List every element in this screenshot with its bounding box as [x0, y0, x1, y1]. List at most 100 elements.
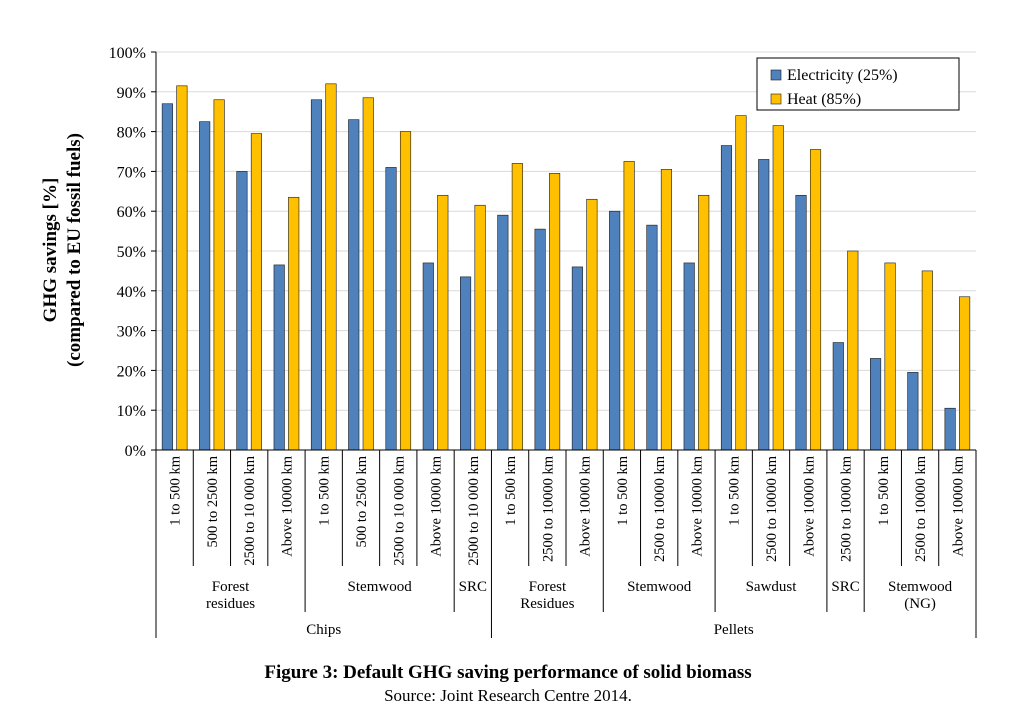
- x-tick-label: 500 to 2500 km: [354, 455, 370, 547]
- x-tick-label: 1 to 500 km: [168, 455, 184, 525]
- bar-electricity: [348, 119, 360, 451]
- bar-electricity: [460, 276, 472, 451]
- legend-swatch-heat: [770, 93, 782, 105]
- x-tick-label: 1 to 500 km: [615, 455, 631, 525]
- subgroup-label-line: (NG): [904, 596, 936, 612]
- x-tick-label: Above 10000 km: [801, 455, 817, 556]
- bar-heat: [213, 99, 225, 451]
- subgroup-label-line: Stemwood: [627, 579, 692, 595]
- bar-electricity: [832, 342, 844, 451]
- legend-label-electricity: Electricity (25%): [787, 67, 898, 84]
- bar-electricity: [385, 167, 397, 451]
- figure-source: Source: Joint Research Centre 2014.: [384, 686, 632, 705]
- group-labels: Chips Pellets: [306, 622, 754, 638]
- bar-electricity: [534, 228, 546, 451]
- bar-electricity: [310, 99, 323, 451]
- bar-heat: [847, 250, 859, 451]
- x-tick-label: 500 to 2500 km: [205, 455, 221, 547]
- y-tick-label: 80%: [117, 125, 146, 142]
- bar-electricity: [907, 372, 919, 451]
- legend-swatch-electricity: [770, 69, 782, 81]
- x-tick-label: Above 10000 km: [429, 455, 445, 556]
- bar-heat: [399, 131, 412, 451]
- x-tick-label: 2500 to 10 000 km: [466, 455, 482, 565]
- bar-heat: [325, 83, 337, 451]
- subgroup-label-line: Stemwood: [888, 579, 953, 595]
- y-tick-labels: 0% 10% 20% 30% 40% 50% 60% 70% 80% 90% 100%: [109, 45, 146, 460]
- subgroup-label-line: Stemwood: [348, 579, 413, 595]
- bar-heat: [884, 262, 896, 451]
- subgroup-label: SRC: [459, 579, 487, 595]
- bar-electricity: [646, 224, 658, 451]
- subgroup-label-line: Sawdust: [746, 579, 798, 595]
- bar-heat: [362, 97, 374, 451]
- x-tick-label: Above 10000 km: [578, 455, 594, 556]
- bar-heat: [698, 194, 710, 451]
- y-axis-label-line1: GHG savings [%]: [40, 178, 61, 323]
- subgroup-label: Stemwood: [348, 579, 413, 595]
- subgroup-label: Forest residues: [206, 579, 255, 612]
- x-tick-label: 1 to 500 km: [317, 455, 333, 525]
- bar-electricity: [758, 159, 770, 451]
- subgroup-label: Forest Residues: [520, 579, 574, 612]
- bar-electricity: [795, 194, 807, 451]
- bar-electricity: [273, 264, 285, 451]
- bar-heat: [437, 194, 449, 451]
- bar-heat: [921, 270, 933, 451]
- x-tick-labels: 1 to 500 km 500 to 2500 km 2500 to 10 000 …: [168, 455, 967, 565]
- bar-electricity: [497, 214, 509, 451]
- bar-heat: [549, 173, 561, 451]
- y-axis-label-line2: (compared to EU fossil fuels): [64, 133, 85, 367]
- bar-electricity: [683, 262, 695, 451]
- x-tick-label: Above 10000 km: [279, 455, 295, 556]
- x-tick-label: Above 10000 km: [689, 455, 705, 556]
- group-label: Pellets: [714, 622, 754, 638]
- x-tick-label: 2500 to 10 000 km: [391, 455, 407, 565]
- subgroup-label-line: SRC: [459, 579, 487, 595]
- bar-heat: [586, 198, 598, 451]
- subgroup-label: SRC: [831, 579, 859, 595]
- x-tick-label: Above 10000 km: [950, 455, 966, 556]
- x-tick-label: 2500 to 10000 km: [913, 455, 929, 562]
- x-tick-label: 2500 to 10000 km: [540, 455, 556, 562]
- y-tick-label: 30%: [117, 324, 146, 341]
- y-tick-label: 60%: [117, 204, 146, 221]
- subgroup-label-line: Forest: [529, 579, 567, 595]
- bar-electricity: [944, 407, 956, 451]
- bar-electricity: [720, 145, 733, 451]
- subgroup-label: Stemwood: [627, 579, 692, 595]
- bar-electricity: [609, 210, 621, 451]
- x-tick-label: 1 to 500 km: [727, 455, 743, 525]
- subgroup-label-line: Forest: [212, 579, 250, 595]
- bar-heat: [623, 161, 635, 451]
- y-tick-label: 10%: [117, 403, 146, 420]
- subgroup-label-line: SRC: [831, 579, 859, 595]
- x-tick-label: 2500 to 10000 km: [764, 455, 780, 562]
- y-tick-label: 20%: [117, 363, 146, 380]
- subgroup-label-line: Residues: [520, 596, 574, 612]
- bar-electricity: [422, 262, 434, 451]
- x-tick-label: 2500 to 10 000 km: [242, 455, 258, 565]
- bar-heat: [735, 115, 747, 451]
- subgroup-label: Sawdust: [746, 579, 798, 595]
- subgroup-label-line: residues: [206, 596, 255, 612]
- x-tick-label: 2500 to 10000 km: [839, 455, 855, 562]
- bars: [161, 83, 971, 451]
- bar-heat: [288, 196, 300, 451]
- bar-electricity: [161, 103, 173, 451]
- x-tick-label: 1 to 500 km: [876, 455, 892, 525]
- bar-chart: 0% 10% 20% 30% 40% 50% 60% 70% 80% 90% 100% 1 to 5…: [40, 45, 977, 638]
- y-tick-label: 90%: [117, 85, 146, 102]
- bar-heat: [959, 296, 971, 451]
- bar-heat: [772, 125, 784, 451]
- axes: [151, 51, 977, 638]
- bar-electricity: [199, 121, 211, 451]
- legend-label-heat: Heat (85%): [787, 91, 861, 108]
- y-tick-label: 40%: [117, 284, 146, 301]
- group-label: Chips: [306, 622, 341, 638]
- y-axis-label: GHG savings [%] (compared to EU fossil f…: [40, 133, 85, 367]
- legend: Electricity (25%) Heat (85%): [756, 57, 960, 111]
- bar-heat: [809, 149, 822, 451]
- subgroup-label: Stemwood (NG): [888, 579, 953, 612]
